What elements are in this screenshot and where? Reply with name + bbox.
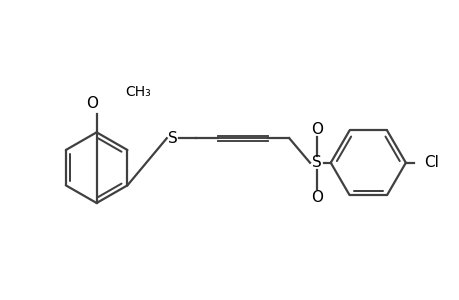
Text: CH₃: CH₃ — [125, 85, 151, 99]
Text: S: S — [168, 131, 177, 146]
Text: O: O — [310, 190, 322, 205]
Text: O: O — [310, 122, 322, 137]
Text: O: O — [85, 96, 97, 111]
Text: S: S — [311, 155, 321, 170]
Text: Cl: Cl — [423, 155, 437, 170]
